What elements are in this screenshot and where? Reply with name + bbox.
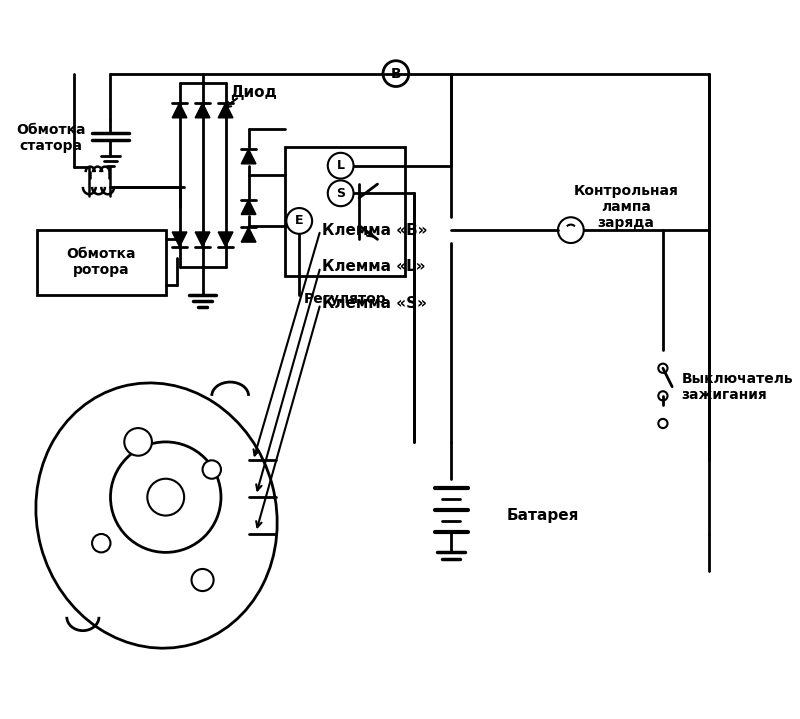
Text: Батарея: Батарея xyxy=(506,508,578,523)
Polygon shape xyxy=(242,227,256,242)
Polygon shape xyxy=(172,232,187,247)
Polygon shape xyxy=(242,149,256,164)
Text: Клемма «S»: Клемма «S» xyxy=(322,296,427,311)
Circle shape xyxy=(328,153,354,178)
Circle shape xyxy=(383,60,409,86)
Circle shape xyxy=(202,460,221,479)
Polygon shape xyxy=(172,103,187,118)
Bar xyxy=(286,147,405,276)
Text: E: E xyxy=(295,214,303,227)
Circle shape xyxy=(191,569,214,591)
Circle shape xyxy=(658,364,667,373)
Text: Контрольная
лампа
заряда: Контрольная лампа заряда xyxy=(574,184,678,230)
Circle shape xyxy=(286,208,312,234)
Polygon shape xyxy=(195,232,210,247)
Circle shape xyxy=(147,479,184,516)
Text: Диод: Диод xyxy=(230,85,277,99)
Circle shape xyxy=(658,391,667,400)
Polygon shape xyxy=(218,103,233,118)
Polygon shape xyxy=(242,200,256,214)
Circle shape xyxy=(110,442,221,552)
Circle shape xyxy=(658,419,667,428)
Text: B: B xyxy=(390,67,402,81)
Circle shape xyxy=(558,217,584,243)
Circle shape xyxy=(328,180,354,206)
Text: Обмотка
ротора: Обмотка ротора xyxy=(66,247,136,278)
Circle shape xyxy=(92,534,110,552)
Bar xyxy=(37,230,166,295)
Text: S: S xyxy=(336,187,345,200)
Circle shape xyxy=(124,428,152,456)
Text: Клемма «L»: Клемма «L» xyxy=(322,260,426,275)
Text: Обмотка
статора: Обмотка статора xyxy=(16,123,86,153)
Text: Регулятор: Регулятор xyxy=(304,292,386,306)
Text: L: L xyxy=(337,159,345,172)
Polygon shape xyxy=(218,232,233,247)
Text: Выключатель
зажигания: Выключатель зажигания xyxy=(682,372,793,402)
Text: Клемма «B»: Клемма «B» xyxy=(322,223,428,238)
Polygon shape xyxy=(195,103,210,118)
